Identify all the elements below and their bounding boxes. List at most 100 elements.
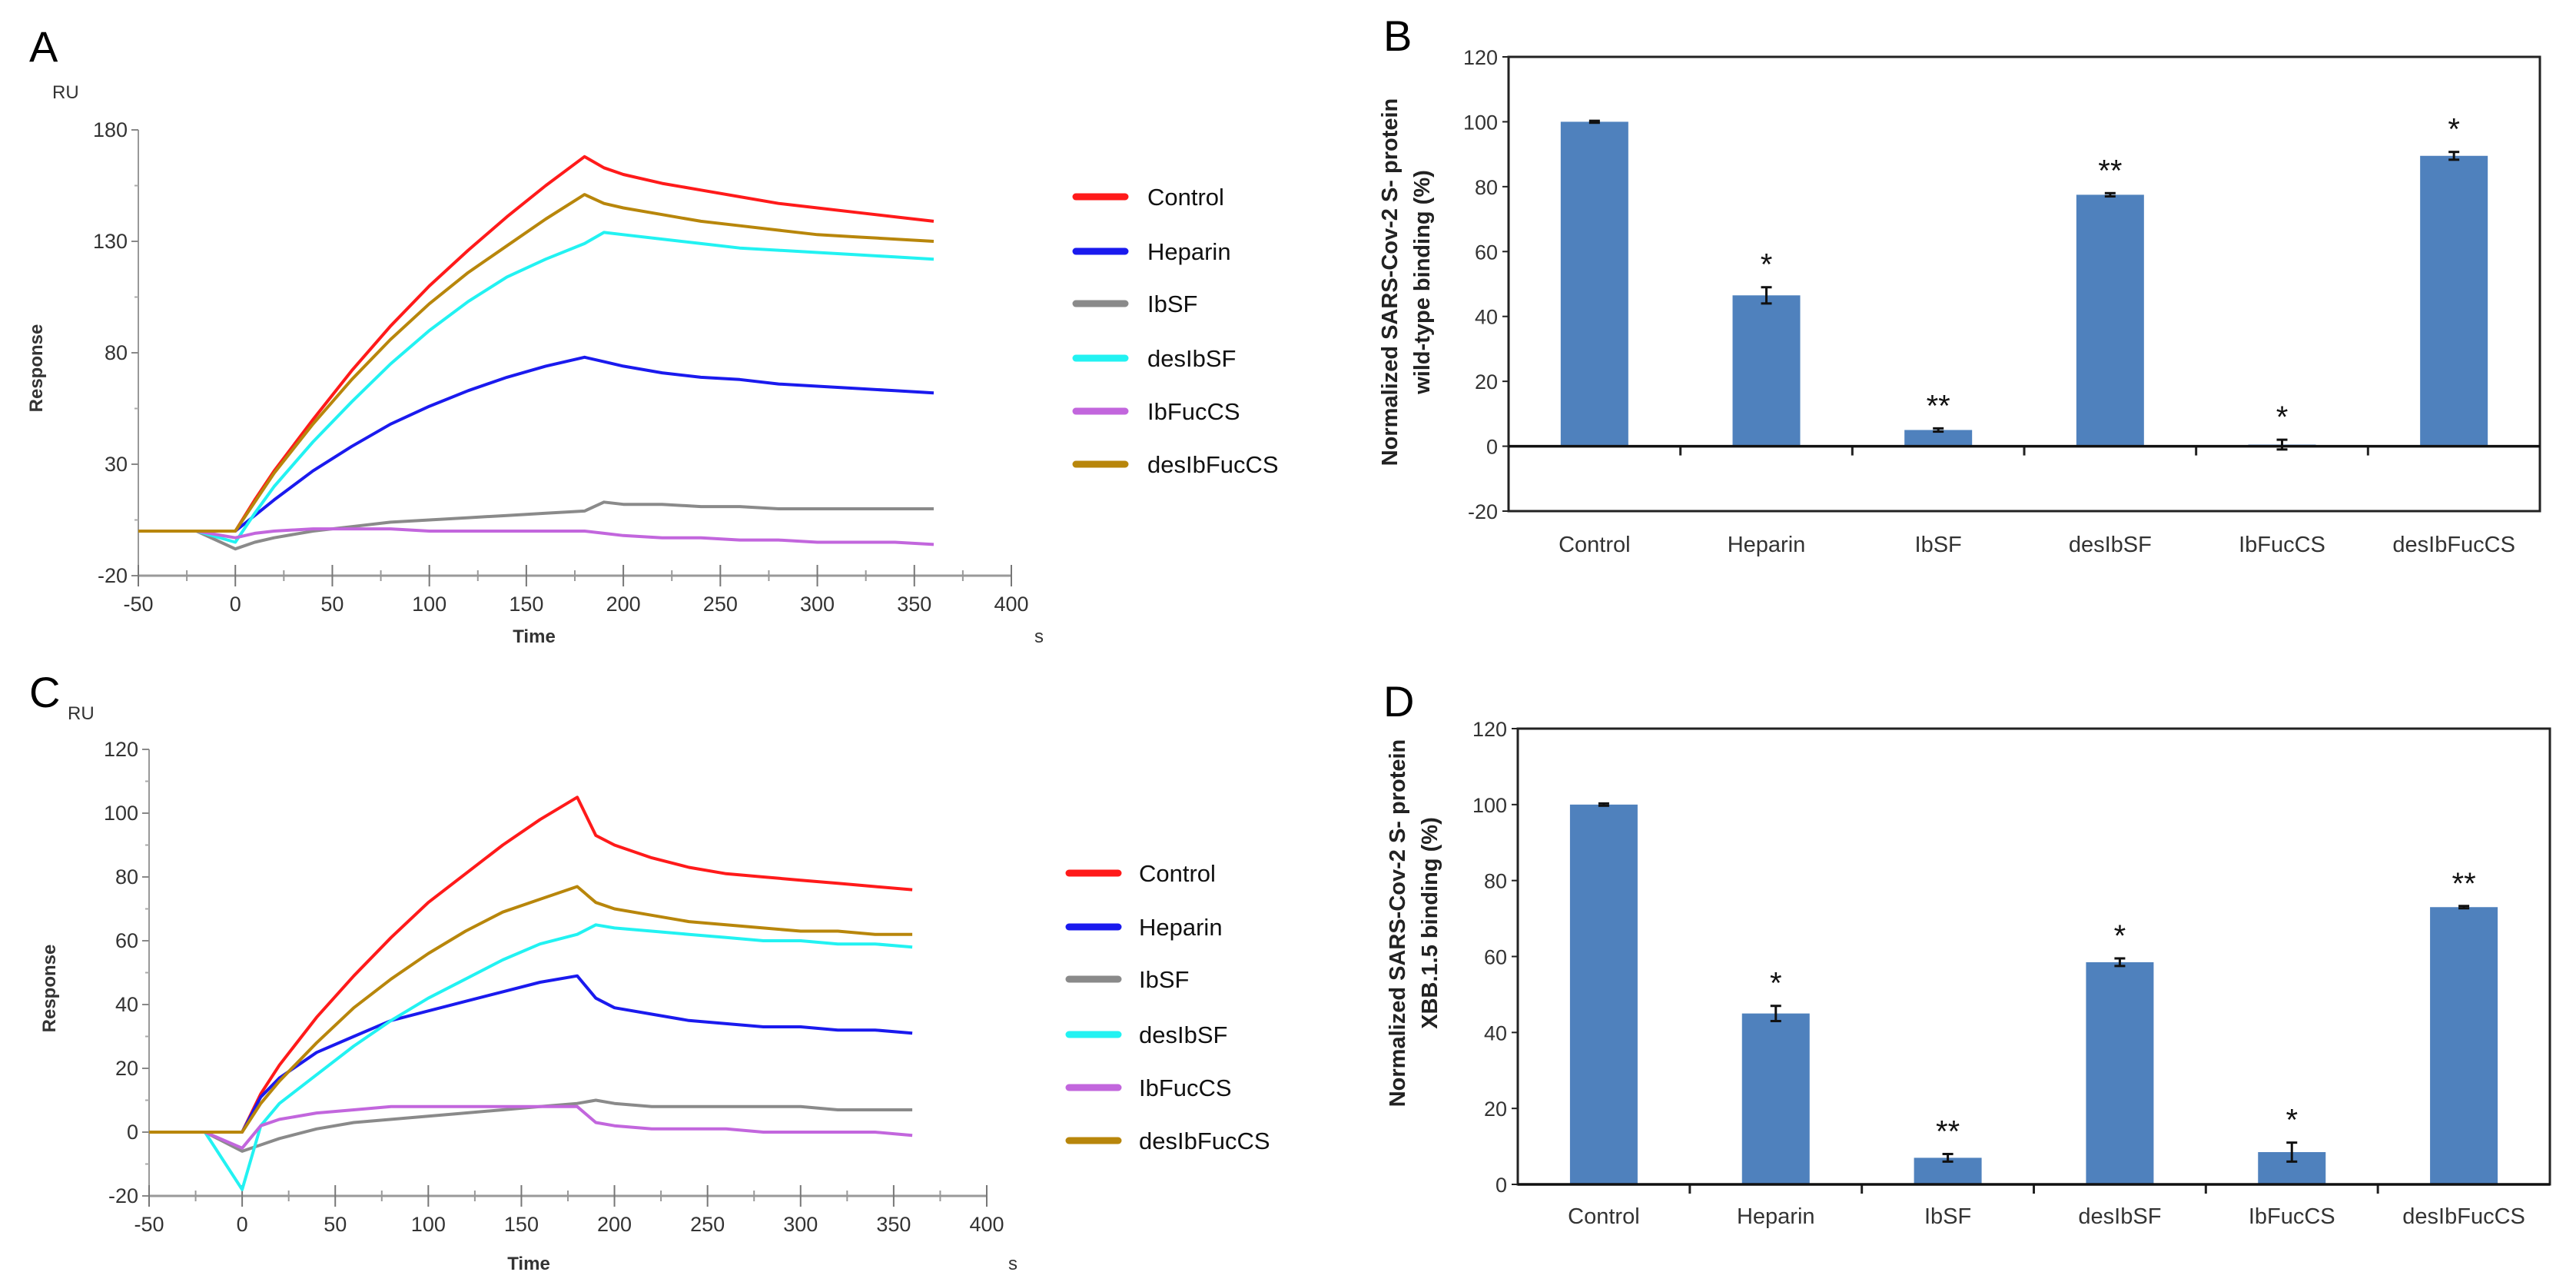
x-tick-label: 300 [800, 593, 835, 616]
x-axis-title: Time [507, 1254, 550, 1274]
y-tick-label: 40 [1475, 306, 1498, 329]
x-tick-label: 350 [876, 1213, 911, 1236]
category-label: IbSF [1924, 1204, 1971, 1229]
x-tick-label: 50 [324, 1213, 347, 1236]
bar-IbSF [1904, 430, 1973, 447]
significance-marker: ** [2452, 867, 2476, 901]
series-line-IbSF [138, 500, 934, 551]
legend-label-desIbFucCS: desIbFucCS [1139, 1128, 1270, 1154]
y-tick-label: 40 [1484, 1021, 1507, 1045]
category-label: desIbFucCS [2392, 533, 2515, 557]
x-tick-label: 400 [969, 1213, 1004, 1236]
x-tick-label: 350 [897, 593, 931, 616]
significance-marker: * [2448, 113, 2460, 147]
y-tick-label: -20 [98, 564, 128, 587]
series-line-desIbSF [149, 923, 913, 1191]
x-tick-label: 150 [509, 593, 543, 616]
y-axis-title-line1: Normalized SARS-Cov-2 S- protein [1378, 98, 1403, 467]
series-line-desIbFucCS [149, 885, 913, 1134]
y-axis-title-line2: wild-type binding (%) [1410, 170, 1435, 395]
y-tick-label: 20 [1475, 370, 1498, 394]
y-tick-label: 100 [1472, 794, 1507, 817]
x-axis-title: Time [513, 626, 556, 647]
bar-Heparin [1741, 1013, 1810, 1184]
significance-marker: * [2286, 1104, 2298, 1138]
category-label: IbFucCS [2249, 1204, 2335, 1229]
y-tick-label: 180 [93, 118, 128, 141]
category-label: IbFucCS [2239, 533, 2325, 557]
x-tick-label: -50 [123, 593, 153, 616]
series-line-IbFucCS [138, 527, 934, 546]
y-tick-label: 100 [104, 802, 138, 825]
y-tick-label: 0 [1495, 1174, 1507, 1197]
y-tick-label: 120 [1463, 46, 1498, 69]
y-tick-label: -20 [1468, 500, 1498, 523]
category-label: Heparin [1728, 533, 1806, 557]
legend-label-desIbSF: desIbSF [1139, 1021, 1227, 1048]
y-tick-label: 80 [1484, 870, 1507, 893]
legend-label-desIbSF: desIbSF [1147, 345, 1236, 372]
x-tick-label: 250 [703, 593, 738, 616]
legend-label-IbSF: IbSF [1139, 966, 1189, 993]
legend-label-IbSF: IbSF [1147, 291, 1197, 317]
bar-desIbSF [2076, 194, 2144, 447]
bar-desIbFucCS [2420, 155, 2488, 447]
y-tick-label: 80 [1475, 176, 1498, 199]
x-tick-label: -50 [134, 1213, 164, 1236]
panel-letter: A [29, 22, 58, 71]
legend-label-Heparin: Heparin [1139, 914, 1223, 941]
plot-frame [1516, 727, 2551, 1186]
y-unit-label: RU [68, 703, 95, 724]
series-line-Control [149, 795, 913, 1134]
bar-desIbSF [2086, 962, 2154, 1184]
y-tick-label: 60 [1475, 241, 1498, 264]
series-line-Control [138, 154, 934, 533]
legend-label-desIbFucCS: desIbFucCS [1147, 451, 1279, 478]
y-tick-label: 0 [127, 1121, 138, 1144]
bar-Control [1569, 804, 1638, 1184]
y-tick-label: 80 [115, 865, 138, 888]
x-unit-label: s [1034, 626, 1044, 647]
x-tick-label: 200 [597, 1213, 632, 1236]
y-axis-title-line2: XBB.1.5 binding (%) [1418, 817, 1442, 1029]
y-unit-label: RU [52, 82, 79, 103]
bar-Heparin [1732, 295, 1801, 447]
y-tick-label: 100 [1463, 111, 1498, 134]
bar-Control [1560, 121, 1628, 447]
significance-marker: * [2276, 400, 2289, 434]
significance-marker: ** [2098, 154, 2122, 188]
legend-label-IbFucCS: IbFucCS [1147, 398, 1240, 425]
y-tick-label: 80 [105, 341, 128, 364]
y-tick-label: 20 [1484, 1098, 1507, 1121]
y-tick-label: 20 [115, 1057, 138, 1080]
y-tick-label: 60 [1484, 946, 1507, 969]
category-label: desIbSF [2078, 1204, 2161, 1229]
x-tick-label: 250 [690, 1213, 725, 1236]
x-unit-label: s [1008, 1254, 1017, 1274]
legend-label-Heparin: Heparin [1147, 238, 1231, 265]
y-tick-label: 60 [115, 929, 138, 952]
series-line-Heparin [138, 355, 934, 533]
panel-letter: D [1383, 677, 1414, 726]
y-tick-label: -20 [108, 1184, 138, 1207]
category-label: Control [1559, 533, 1631, 557]
significance-marker: * [2114, 919, 2126, 953]
x-tick-label: 200 [606, 593, 641, 616]
x-tick-label: 0 [230, 593, 241, 616]
y-tick-label: 0 [1486, 436, 1498, 459]
category-label: Control [1568, 1204, 1640, 1229]
series-line-Heparin [149, 974, 913, 1134]
x-tick-label: 400 [994, 593, 1028, 616]
panel-letter: B [1383, 12, 1412, 60]
y-tick-label: 120 [104, 738, 138, 761]
x-tick-label: 100 [412, 593, 446, 616]
series-line-IbFucCS [149, 1104, 913, 1150]
category-label: Heparin [1737, 1204, 1815, 1229]
x-tick-label: 50 [320, 593, 344, 616]
significance-marker: ** [1927, 389, 1950, 423]
significance-marker: * [1770, 967, 1782, 1001]
x-tick-label: 100 [411, 1213, 446, 1236]
y-tick-label: 40 [115, 993, 138, 1016]
significance-marker: * [1761, 248, 1773, 282]
